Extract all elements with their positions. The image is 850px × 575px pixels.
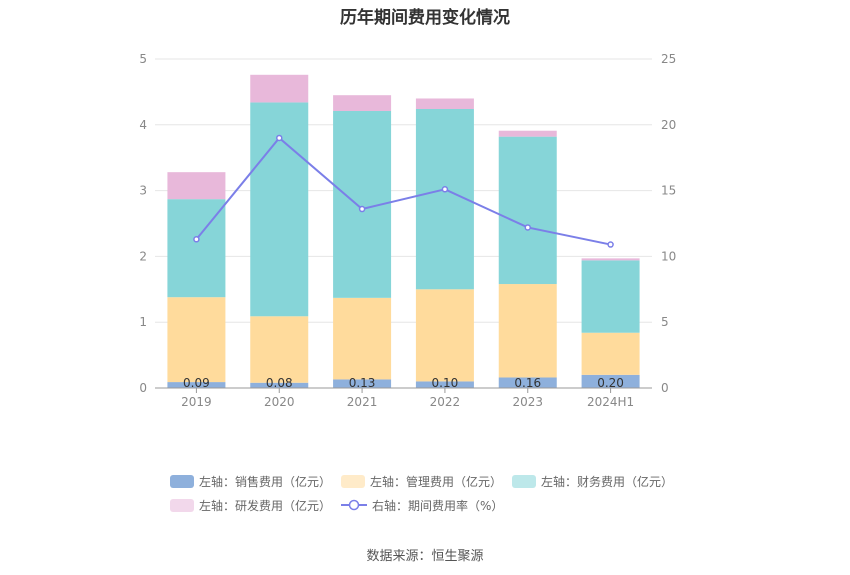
- bar-segment: [498, 377, 557, 388]
- rate-point: [193, 236, 200, 243]
- rate-point: [441, 186, 449, 193]
- legend-item[interactable]: 左轴：管理费用（亿元）: [341, 472, 502, 490]
- y-right-tick-label: 5: [661, 315, 669, 329]
- rate-point: [276, 134, 283, 142]
- bar-segment: [581, 260, 640, 333]
- data-label: 0.13: [349, 376, 376, 390]
- bar-segment: [415, 289, 474, 382]
- x-tick-label: 2019: [181, 395, 212, 409]
- legend-label: 左轴：销售费用（亿元）: [199, 474, 332, 489]
- x-tick-label: 2024H1: [587, 395, 634, 409]
- bar-segment: [333, 95, 392, 111]
- legend-swatch: [170, 474, 194, 488]
- data-label: 0.10: [432, 376, 459, 390]
- rate-point: [607, 241, 614, 248]
- legend-label: 左轴：财务费用（亿元）: [541, 474, 674, 489]
- bar-segment: [167, 172, 226, 200]
- bar-segment: [415, 381, 474, 388]
- x-tick-label: 2023: [512, 395, 543, 409]
- source-note: 数据来源：恒生聚源: [366, 549, 484, 564]
- y-right-tick-label: 25: [661, 52, 676, 66]
- legend-label: 左轴：研发费用（亿元）: [199, 499, 332, 513]
- y-left-tick-label: 1: [139, 315, 147, 329]
- bar-segment: [581, 332, 640, 375]
- bar-series: 0.09 0.08 0.13 0.10 0.16 0.20: [167, 74, 640, 390]
- chart-title: 历年期间费用变化情况: [340, 8, 510, 28]
- legend-item[interactable]: 左轴：销售费用（亿元）: [170, 472, 331, 490]
- data-label: 0.20: [597, 376, 624, 390]
- y-right-tick-label: 10: [661, 249, 676, 263]
- bar-segment: [498, 284, 557, 378]
- bar-segment: [167, 297, 226, 383]
- legend: 左轴：销售费用（亿元） 左轴：管理费用（亿元） 左轴：财务费用（亿元） 左轴：研发费用…: [170, 472, 710, 521]
- x-tick-label: 2021: [347, 395, 378, 409]
- bar-segment: [415, 98, 474, 110]
- data-label: 0.08: [266, 376, 293, 390]
- y-right-tick-label: 15: [661, 184, 676, 198]
- rate-point: [524, 224, 531, 231]
- y-right-tick-label: 20: [661, 118, 676, 132]
- bar-segment: [498, 136, 557, 285]
- bar-segment: [167, 382, 226, 388]
- bar-segment: [250, 316, 309, 383]
- legend-line-icon: [341, 499, 368, 511]
- legend-label: 右轴：期间费用率（%）: [372, 498, 504, 513]
- x-tick-label: 2022: [430, 395, 461, 409]
- axes: 0 1 2 3 4 5 0 5 10 15 20 25 2019 2020 2021 2022 2023 2024…: [139, 52, 676, 409]
- bar-segment: [333, 297, 392, 380]
- grid-lines: [155, 58, 652, 323]
- bar-segment: [250, 102, 309, 317]
- data-label: 0.16: [514, 376, 541, 390]
- legend-swatch: [512, 474, 537, 488]
- legend-item[interactable]: 右轴：期间费用率（%）: [341, 496, 503, 514]
- bar-segment: [581, 374, 640, 388]
- data-label: 0.09: [183, 376, 210, 390]
- legend-item[interactable]: 左轴：财务费用（亿元）: [512, 472, 673, 490]
- bar-segment: [250, 74, 309, 103]
- y-left-tick-label: 0: [139, 381, 147, 395]
- rate-point: [358, 205, 366, 213]
- bar-segment: [498, 130, 557, 137]
- legend-swatch: [170, 499, 194, 512]
- line-series: [193, 134, 614, 248]
- x-tick-label: 2020: [264, 395, 295, 409]
- legend-label: 左轴：管理费用（亿元）: [370, 474, 503, 489]
- y-left-tick-label: 4: [139, 118, 147, 132]
- legend-swatch: [341, 474, 366, 488]
- bar-segment: [581, 258, 640, 261]
- bar-segment: [333, 379, 392, 388]
- y-right-tick-label: 0: [661, 381, 669, 395]
- legend-item[interactable]: 左轴：研发费用（亿元）: [170, 497, 331, 515]
- y-left-tick-label: 5: [139, 52, 147, 66]
- y-left-tick-label: 3: [139, 184, 147, 198]
- y-left-tick-label: 2: [139, 249, 147, 263]
- rate-line: [195, 136, 611, 246]
- bar-segment: [250, 382, 309, 388]
